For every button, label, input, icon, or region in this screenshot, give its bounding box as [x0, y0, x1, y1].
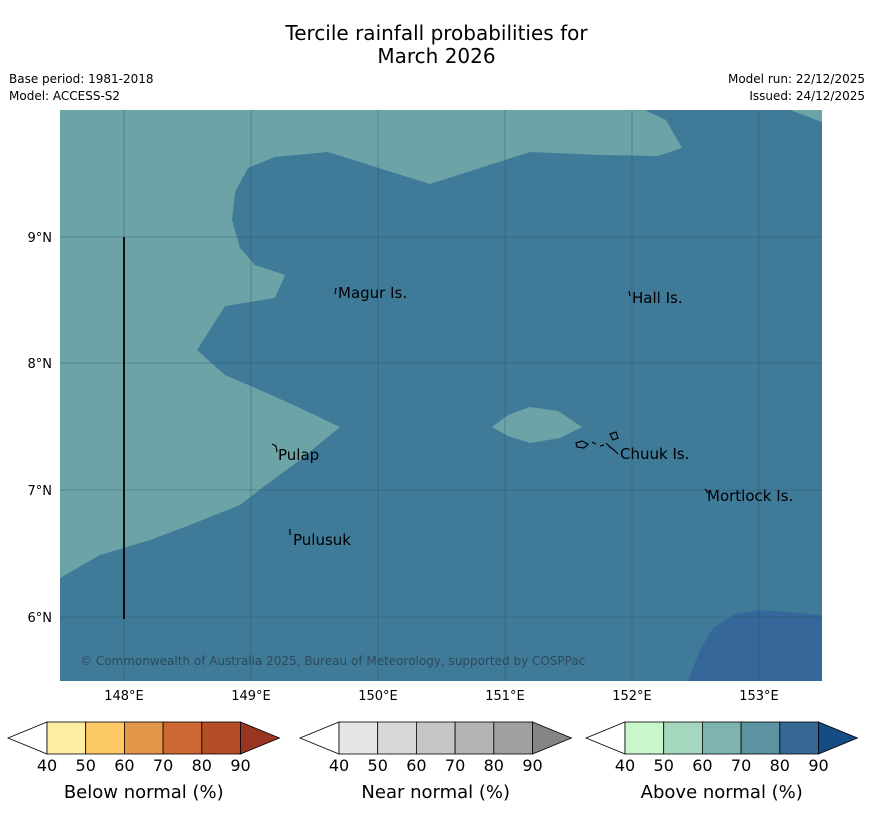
above-normal-tick-label: 70 — [731, 756, 751, 775]
near-normal-colorbar: 40 50 60 70 80 90 Near normal (%) — [298, 721, 573, 803]
near-normal-colorbar-title: Near normal (%) — [361, 782, 510, 803]
above-normal-tick-label: 40 — [615, 756, 635, 775]
near-normal-cell — [377, 721, 417, 755]
colorbar-legends: 40 50 60 70 80 90 Below normal (%) 40 50 60 70 80 90… — [6, 721, 859, 803]
copyright-text: © Commonwealth of Australia 2025, Bureau… — [80, 654, 585, 668]
band-90-plus-region — [688, 610, 822, 681]
above-normal-cell — [740, 721, 781, 755]
lat-tick-6n: 6°N — [28, 611, 53, 626]
below-normal-low-extend — [6, 721, 48, 755]
above-normal-colorbar: 40 50 60 70 80 90 Above normal (%) — [584, 721, 859, 803]
below-normal-tick-label: 90 — [230, 756, 250, 775]
place-label-pulusuk: Pulusuk — [293, 531, 351, 549]
below-normal-cell — [162, 721, 203, 755]
below-normal-cell — [124, 721, 164, 755]
near-normal-cell — [454, 721, 495, 755]
lon-tick-153e: 153°E — [739, 689, 779, 704]
below-normal-tick-label: 50 — [76, 756, 96, 775]
meta-left: Base period: 1981-2018 Model: ACCESS-S2 — [9, 71, 154, 105]
below-normal-high-extend — [240, 721, 281, 755]
chuuk-lagoon-mark — [575, 431, 619, 455]
pulap-island-mark — [271, 443, 278, 453]
map-area: Magur Is. Hall Is. Pulap Chuuk Is. Mortl… — [60, 110, 822, 681]
lat-tick-8n: 8°N — [28, 357, 53, 372]
lon-tick-152e: 152°E — [612, 689, 652, 704]
lon-tick-150e: 150°E — [358, 689, 398, 704]
near-normal-high-extend — [532, 721, 573, 755]
lon-tick-151e: 151°E — [485, 689, 525, 704]
near-normal-tick-label: 60 — [406, 756, 426, 775]
near-normal-tick-label: 90 — [522, 756, 542, 775]
title-line-2: March 2026 — [377, 44, 496, 68]
below-normal-tick-label: 70 — [153, 756, 173, 775]
model-text: Model: ACCESS-S2 — [9, 89, 121, 103]
near-normal-tick-label: 70 — [445, 756, 465, 775]
magur-island-mark — [334, 287, 337, 295]
above-normal-cell — [779, 721, 819, 755]
above-normal-colorbar-title: Above normal (%) — [641, 782, 803, 803]
place-label-chuuk: Chuuk Is. — [620, 445, 689, 463]
island-marks — [271, 287, 709, 535]
near-normal-tick-label: 80 — [484, 756, 504, 775]
above-normal-tick-label: 90 — [808, 756, 828, 775]
below-normal-cell — [201, 721, 241, 755]
below-normal-colorbar: 40 50 60 70 80 90 Below normal (%) — [6, 721, 281, 803]
below-normal-tick-label: 40 — [37, 756, 57, 775]
near-normal-cell — [338, 721, 379, 755]
above-normal-cell — [702, 721, 742, 755]
above-normal-high-extend — [818, 721, 859, 755]
map-title: Tercile rainfall probabilities for March… — [0, 22, 873, 68]
below-normal-cell — [46, 721, 87, 755]
base-period-text: Base period: 1981-2018 — [9, 72, 154, 86]
near-normal-cell — [415, 721, 456, 755]
band-70-80-chuuk-patch — [492, 407, 582, 443]
above-normal-low-extend — [584, 721, 626, 755]
lon-tick-149e: 149°E — [231, 689, 271, 704]
issued-text: Issued: 24/12/2025 — [749, 89, 865, 103]
near-normal-cell — [493, 721, 533, 755]
place-label-pulap: Pulap — [278, 446, 319, 464]
lat-tick-7n: 7°N — [28, 484, 53, 499]
band-70-80-west-region — [60, 110, 822, 578]
lat-tick-9n: 9°N — [28, 231, 53, 246]
near-normal-tick-label: 50 — [368, 756, 388, 775]
below-normal-tick-label: 60 — [114, 756, 134, 775]
model-run-text: Model run: 22/12/2025 — [727, 72, 865, 86]
meta-right: Model run: 22/12/2025 Issued: 24/12/2025 — [728, 71, 865, 105]
below-normal-colorbar-title: Below normal (%) — [64, 782, 224, 803]
above-normal-tick-label: 80 — [770, 756, 790, 775]
lon-tick-148e: 148°E — [104, 689, 144, 704]
near-normal-tick-label: 40 — [329, 756, 349, 775]
below-normal-cell — [85, 721, 125, 755]
above-normal-tick-label: 50 — [654, 756, 674, 775]
place-label-hall: Hall Is. — [632, 289, 683, 307]
hall-island-mark — [628, 290, 631, 297]
above-normal-cell — [624, 721, 665, 755]
below-normal-tick-label: 80 — [192, 756, 212, 775]
near-normal-low-extend — [298, 721, 340, 755]
title-line-1: Tercile rainfall probabilities for — [285, 21, 588, 45]
place-label-mortlock: Mortlock Is. — [707, 487, 793, 505]
above-normal-tick-label: 60 — [692, 756, 712, 775]
mortlock-island-mark — [704, 488, 709, 494]
place-label-magur: Magur Is. — [338, 284, 407, 302]
above-normal-cell — [663, 721, 703, 755]
